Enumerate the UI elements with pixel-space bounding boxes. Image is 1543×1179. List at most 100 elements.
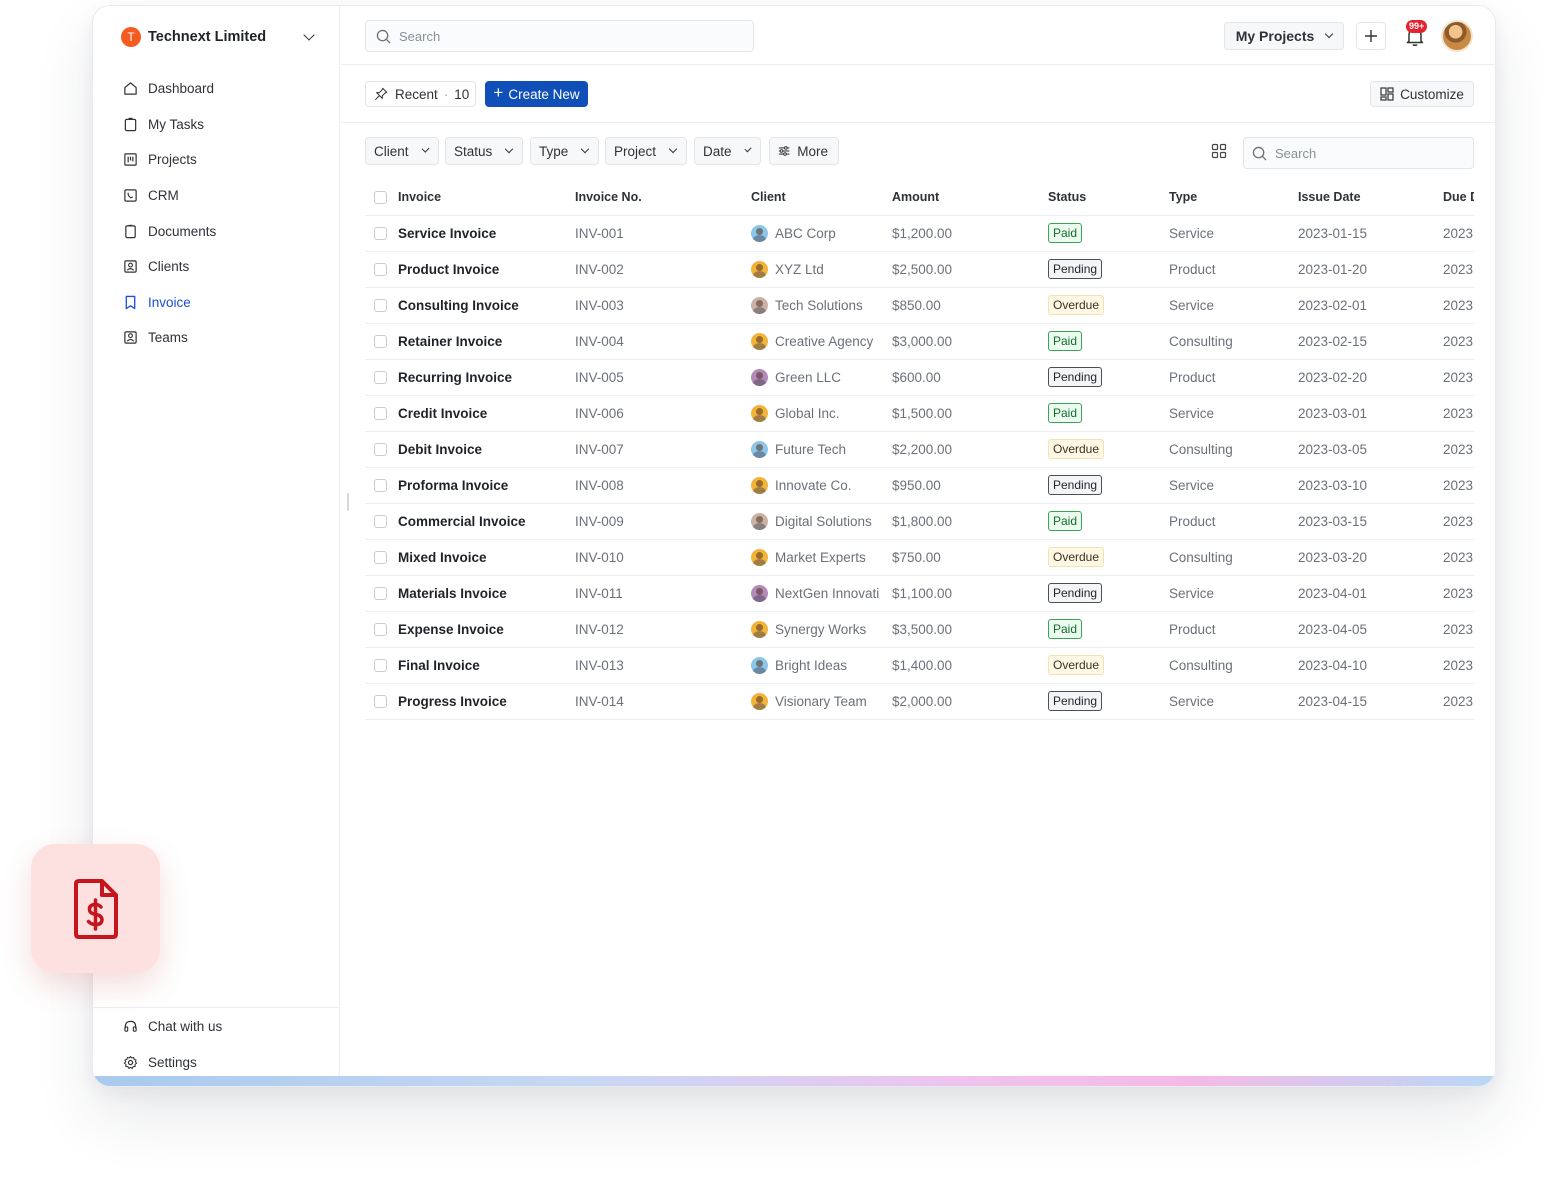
invoice-amount: $2,000.00 xyxy=(892,683,1048,720)
table-row[interactable]: Debit Invoice INV-007 Future Tech $2,200.00… xyxy=(365,431,1474,468)
invoice-name[interactable]: Recurring Invoice xyxy=(398,359,575,396)
table-row[interactable]: Retainer Invoice INV-004 Creative Agency $3… xyxy=(365,323,1474,360)
my-projects-dropdown[interactable]: My Projects xyxy=(1224,22,1344,50)
column-header-invoice-no[interactable]: Invoice No. xyxy=(575,179,751,216)
table-row[interactable]: Recurring Invoice INV-005 Green LLC $600.00… xyxy=(365,359,1474,396)
more-filters-button[interactable]: More xyxy=(769,137,839,165)
filter-status[interactable]: Status xyxy=(445,137,523,165)
invoice-name[interactable]: Consulting Invoice xyxy=(398,287,575,324)
table-row[interactable]: Commercial Invoice INV-009 Digital Solutio… xyxy=(365,503,1474,540)
global-search-input[interactable] xyxy=(399,28,720,44)
invoice-name[interactable]: Retainer Invoice xyxy=(398,323,575,360)
sidebar-item-label: Documents xyxy=(148,223,217,239)
sidebar-item-invoice[interactable]: Invoice xyxy=(123,285,323,321)
status-badge: Overdue xyxy=(1048,547,1105,567)
invoice-type: Service xyxy=(1169,467,1298,504)
column-header-issue-date[interactable]: Issue Date xyxy=(1298,179,1443,216)
column-header-invoice[interactable]: Invoice xyxy=(398,179,575,216)
row-checkbox[interactable] xyxy=(374,227,387,241)
table-row[interactable]: Materials Invoice INV-011 NextGen Innovati… xyxy=(365,575,1474,612)
chevron-down-icon xyxy=(421,144,430,154)
row-checkbox[interactable] xyxy=(374,515,387,529)
sidebar-item-settings[interactable]: Settings xyxy=(123,1044,323,1080)
row-checkbox[interactable] xyxy=(374,335,387,349)
table-row[interactable]: Proforma Invoice INV-008 Innovate Co. $950.… xyxy=(365,467,1474,504)
sidebar-item-teams[interactable]: Teams xyxy=(123,320,323,356)
global-search[interactable] xyxy=(365,20,754,52)
row-checkbox[interactable] xyxy=(374,263,387,277)
customize-button[interactable]: Customize xyxy=(1370,81,1474,107)
invoice-name[interactable]: Commercial Invoice xyxy=(398,503,575,540)
column-header-amount[interactable]: Amount xyxy=(892,179,1048,216)
client-name: Creative Agency xyxy=(775,333,874,349)
client-cell: Visionary Team xyxy=(751,692,892,710)
invoice-name[interactable]: Final Invoice xyxy=(398,647,575,684)
row-checkbox[interactable] xyxy=(374,407,387,421)
invoice-name[interactable]: Product Invoice xyxy=(398,251,575,288)
client-cell: NextGen Innovati xyxy=(751,584,892,602)
status-badge: Paid xyxy=(1048,619,1083,639)
table-row[interactable]: Consulting Invoice INV-003 Tech Solutions $… xyxy=(365,287,1474,324)
filter-date[interactable]: Date xyxy=(694,137,761,165)
row-checkbox[interactable] xyxy=(374,587,387,601)
row-checkbox[interactable] xyxy=(374,623,387,637)
row-checkbox[interactable] xyxy=(374,371,387,385)
invoice-number: INV-007 xyxy=(575,431,751,468)
row-checkbox[interactable] xyxy=(374,659,387,673)
table-row[interactable]: Service Invoice INV-001 ABC Corp $1,200.00 P… xyxy=(365,215,1474,252)
table-row[interactable]: Expense Invoice INV-012 Synergy Works $3,50… xyxy=(365,611,1474,648)
column-header-type[interactable]: Type xyxy=(1169,179,1298,216)
row-checkbox[interactable] xyxy=(374,299,387,313)
sidebar-item-clients[interactable]: Clients xyxy=(123,249,323,285)
column-header-client[interactable]: Client xyxy=(751,179,892,216)
filter-type[interactable]: Type xyxy=(530,137,599,165)
action-bar: Recent · 10 + Create New Customize xyxy=(341,65,1495,123)
row-checkbox[interactable] xyxy=(374,551,387,565)
table-row[interactable]: Final Invoice INV-013 Bright Ideas $1,400.0… xyxy=(365,647,1474,684)
sidebar-item-crm[interactable]: CRM xyxy=(123,178,323,214)
filter-project[interactable]: Project xyxy=(605,137,687,165)
invoice-type: Consulting xyxy=(1169,539,1298,576)
recent-button[interactable]: Recent · 10 xyxy=(365,81,476,107)
column-header-due-date[interactable]: Due Date xyxy=(1443,179,1474,216)
invoice-name[interactable]: Progress Invoice xyxy=(398,683,575,720)
sidebar-item-dashboard[interactable]: Dashboard xyxy=(123,71,323,107)
sidebar-resize-handle[interactable] xyxy=(347,493,349,511)
invoice-number: INV-002 xyxy=(575,251,751,288)
invoice-name[interactable]: Expense Invoice xyxy=(398,611,575,648)
table-row[interactable]: Credit Invoice INV-006 Global Inc. $1,500.0… xyxy=(365,395,1474,432)
table-search-input[interactable] xyxy=(1275,145,1463,161)
invoice-name[interactable]: Credit Invoice xyxy=(398,395,575,432)
select-all-checkbox[interactable] xyxy=(374,190,387,204)
invoice-name[interactable]: Debit Invoice xyxy=(398,431,575,468)
invoice-number: INV-001 xyxy=(575,215,751,252)
table-row[interactable]: Progress Invoice INV-014 Visionary Team $2,… xyxy=(365,683,1474,720)
row-checkbox[interactable] xyxy=(374,479,387,493)
row-checkbox[interactable] xyxy=(374,695,387,709)
sidebar-item-documents[interactable]: Documents xyxy=(123,213,323,249)
filter-client[interactable]: Client xyxy=(365,137,439,165)
sidebar-item-projects[interactable]: Projects xyxy=(123,142,323,178)
invoice-name[interactable]: Materials Invoice xyxy=(398,575,575,612)
add-button[interactable] xyxy=(1356,22,1386,50)
invoice-name[interactable]: Proforma Invoice xyxy=(398,467,575,504)
due-date: 2023 xyxy=(1443,251,1474,288)
sidebar-item-chat-with-us[interactable]: Chat with us xyxy=(123,1008,323,1044)
table-search[interactable] xyxy=(1243,137,1474,169)
row-checkbox[interactable] xyxy=(374,443,387,457)
grid-view-icon[interactable] xyxy=(1211,143,1227,159)
chevron-down-icon xyxy=(1325,29,1334,39)
issue-date: 2023-04-10 xyxy=(1298,647,1443,684)
org-switcher[interactable]: T Technext Limited xyxy=(121,26,315,48)
sidebar-item-my-tasks[interactable]: My Tasks xyxy=(123,107,323,143)
invoice-name[interactable]: Service Invoice xyxy=(398,215,575,252)
invoice-amount: $1,500.00 xyxy=(892,395,1048,432)
user-avatar[interactable] xyxy=(1441,20,1473,52)
table-row[interactable]: Mixed Invoice INV-010 Market Experts $750.0… xyxy=(365,539,1474,576)
invoice-name[interactable]: Mixed Invoice xyxy=(398,539,575,576)
create-new-button[interactable]: + Create New xyxy=(485,81,588,107)
invoice-number: INV-010 xyxy=(575,539,751,576)
table-row[interactable]: Product Invoice INV-002 XYZ Ltd $2,500.00 Pe… xyxy=(365,251,1474,288)
status-badge: Overdue xyxy=(1048,655,1105,675)
column-header-status[interactable]: Status xyxy=(1048,179,1169,216)
